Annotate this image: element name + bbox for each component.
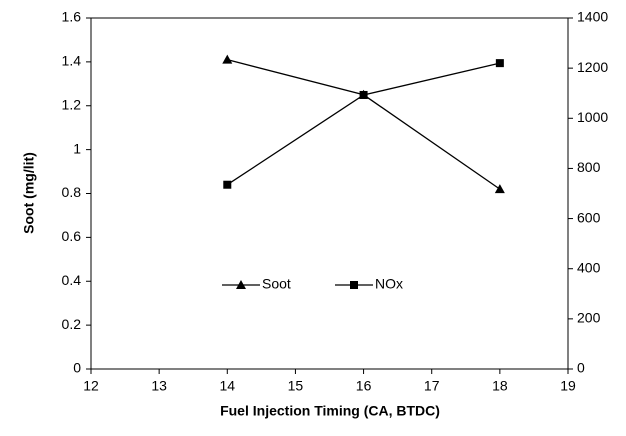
x-tick-label: 12: [83, 378, 99, 394]
x-tick-label: 19: [560, 378, 576, 394]
y-tick-label: 1.4: [62, 53, 82, 69]
y2-tick-label: 0: [577, 360, 585, 376]
y2-tick-label: 200: [577, 310, 601, 326]
y2-tick-label: 400: [577, 259, 601, 275]
y-tick-label: 0: [73, 360, 81, 376]
x-tick-label: 17: [424, 378, 440, 394]
y-tick-label: 0.8: [62, 184, 82, 200]
y-tick-label: 1.6: [62, 9, 82, 25]
legend-label: NOx: [375, 276, 403, 292]
y-axis-label: Soot (mg/lit): [21, 152, 37, 234]
legend-label: Soot: [262, 276, 291, 292]
marker-triangle: [222, 54, 233, 64]
y2-tick-label: 1400: [577, 9, 608, 25]
y2-tick-label: 600: [577, 209, 601, 225]
y-tick-label: 0.2: [62, 316, 82, 332]
y2-tick-label: 1200: [577, 59, 608, 75]
y-tick-label: 0.6: [62, 228, 82, 244]
plot-frame: [90, 17, 569, 370]
x-tick-label: 16: [356, 378, 372, 394]
legend-marker: [350, 281, 358, 289]
y-tick-label: 1: [73, 140, 81, 156]
marker-square: [223, 180, 232, 189]
x-tick-label: 13: [151, 378, 167, 394]
series-line: [227, 59, 501, 190]
x-tick-label: 15: [288, 378, 304, 394]
legend-marker: [236, 280, 246, 289]
y-tick-label: 1.2: [62, 96, 82, 112]
marker-square: [359, 90, 368, 99]
marker-triangle: [494, 184, 505, 194]
y2-tick-label: 800: [577, 159, 601, 175]
marker-square: [495, 59, 504, 68]
x-axis-label: Fuel Injection Timing (CA, BTDC): [220, 403, 440, 419]
x-tick-label: 18: [492, 378, 508, 394]
y-tick-label: 0.4: [62, 272, 82, 288]
series-line: [226, 62, 501, 186]
x-tick-label: 14: [219, 378, 235, 394]
y2-tick-label: 1000: [577, 109, 608, 125]
